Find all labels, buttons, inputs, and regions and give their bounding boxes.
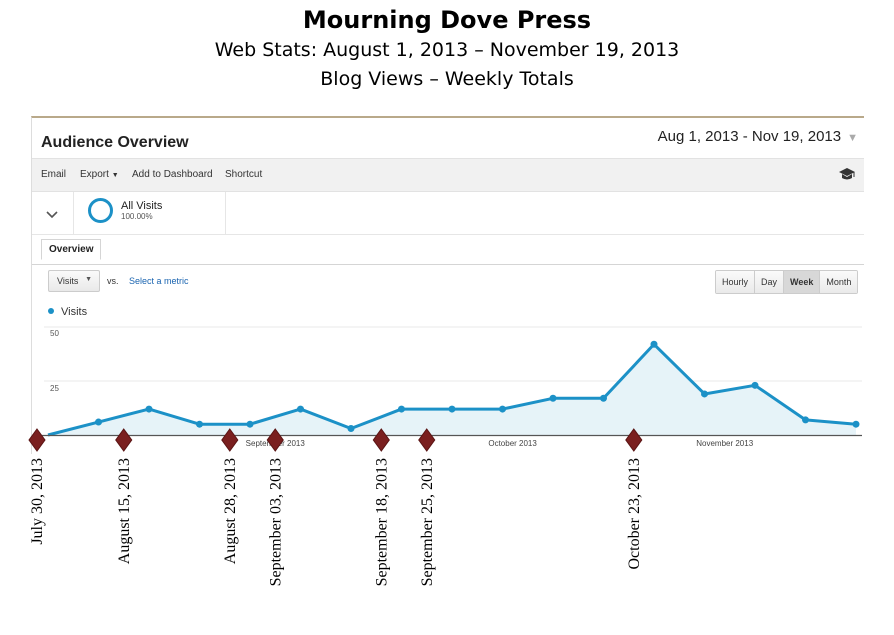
vs-label: vs.	[107, 276, 119, 286]
data-point	[650, 340, 658, 348]
data-point	[246, 420, 254, 428]
title-block: Mourning Dove Press Web Stats: August 1,…	[0, 4, 894, 94]
data-point	[701, 390, 708, 398]
email-button[interactable]: Email	[41, 169, 67, 180]
granularity-month-button[interactable]: Month	[820, 271, 858, 293]
data-point	[499, 405, 506, 413]
event-marker-diamond	[221, 428, 239, 452]
x-month-label: October 2013	[488, 439, 537, 448]
data-point	[145, 405, 153, 413]
granularity-day-button[interactable]: Day	[755, 271, 785, 293]
page-title: Mourning Dove Press	[302, 6, 592, 34]
y-tick-label: 25	[50, 384, 59, 393]
event-marker-diamond	[115, 428, 133, 452]
metric-dropdown[interactable]: Visits ▼	[48, 270, 100, 292]
tab-strip: Overview	[32, 236, 864, 265]
data-point	[95, 418, 102, 426]
event-date-label: September 03, 2013	[267, 458, 284, 586]
event-date-label: August 28, 2013	[222, 458, 239, 564]
event-marker-diamond	[372, 428, 390, 452]
event-date-label: September 25, 2013	[419, 458, 436, 586]
event-marker-diamond	[418, 428, 436, 452]
event-date-label: July 30, 2013	[29, 458, 46, 545]
event-marker-diamond	[28, 428, 46, 452]
data-point	[852, 420, 860, 428]
segment-name[interactable]: All Visits	[121, 200, 163, 212]
event-date-label: September 18, 2013	[373, 458, 390, 586]
date-range-label: Aug 1, 2013 - Nov 19, 2013	[657, 128, 842, 145]
data-point	[802, 416, 809, 424]
export-label: Export	[80, 169, 109, 180]
event-date-label: October 23, 2013	[626, 458, 643, 570]
caret-down-icon: ▼	[847, 132, 858, 144]
event-marker-diamond	[625, 428, 643, 452]
data-point	[751, 381, 759, 389]
series-area	[48, 344, 856, 435]
chevron-down-icon[interactable]	[46, 206, 58, 224]
panel-title: Audience Overview	[41, 134, 189, 151]
data-point	[549, 394, 557, 402]
legend-dot-icon	[48, 308, 54, 314]
segment-ring-icon	[88, 198, 113, 223]
caret-down-icon: ▼	[111, 172, 119, 179]
event-date-label: August 15, 2013	[116, 458, 133, 564]
data-point	[398, 405, 405, 413]
export-button[interactable]: Export ▼	[80, 169, 119, 180]
granularity-toggle: Hourly Day Week Month	[715, 270, 859, 294]
y-tick-label: 50	[50, 329, 59, 338]
shortcut-button[interactable]: Shortcut	[225, 169, 263, 180]
x-month-label: November 2013	[696, 439, 753, 448]
data-point	[196, 420, 203, 428]
tab-overview[interactable]: Overview	[41, 239, 102, 260]
event-marker-diamond	[266, 428, 284, 452]
page-subtitle: Web Stats: August 1, 2013 – November 19,…	[214, 39, 680, 61]
toolbar: Email Export ▼ Add to Dashboard Shortcut	[32, 158, 864, 192]
divider	[73, 192, 74, 234]
chart-legend: Visits	[48, 306, 87, 318]
panel-header: Audience Overview Aug 1, 2013 - Nov 19, …	[32, 118, 864, 158]
graduation-cap-icon[interactable]	[838, 167, 856, 186]
divider	[225, 192, 226, 234]
legend-label: Visits	[61, 306, 88, 318]
select-metric-link[interactable]: Select a metric	[129, 276, 189, 286]
page-subtitle-2: Blog Views – Weekly Totals	[320, 68, 574, 90]
caret-down-icon: ▼	[85, 276, 92, 283]
granularity-week-button[interactable]: Week	[784, 271, 821, 293]
data-point	[297, 405, 304, 413]
segment-percent: 100.00%	[121, 212, 153, 221]
granularity-hourly-button[interactable]: Hourly	[716, 271, 756, 293]
segment-row: All Visits 100.00%	[32, 192, 864, 235]
data-point	[448, 405, 456, 413]
metric-label: Visits	[57, 276, 79, 286]
add-to-dashboard-button[interactable]: Add to Dashboard	[132, 169, 213, 180]
data-point	[600, 394, 607, 402]
date-range-selector[interactable]: Aug 1, 2013 - Nov 19, 2013 ▼	[658, 128, 858, 145]
data-point	[347, 425, 355, 433]
